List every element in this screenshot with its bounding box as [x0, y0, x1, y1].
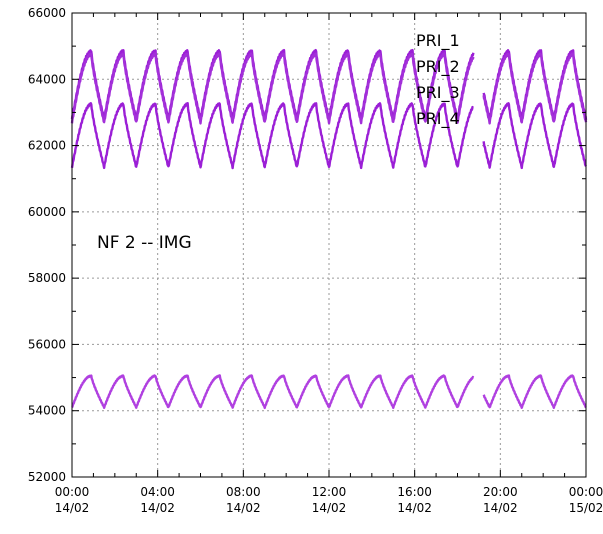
x-axis-tick-labels: 00:00 14/02 04:00 14/02 08:00 14/02 12:00 14/02… [55, 485, 603, 515]
x-tick-label-time: 08:00 [226, 485, 261, 499]
x-tick-label-date: 14/02 [55, 501, 90, 515]
x-tick-label-date: 14/02 [312, 501, 347, 515]
y-tick-label: 58000 [28, 271, 66, 285]
legend-entry-pri-4: PRI_4 [416, 109, 460, 129]
y-tick-label: 52000 [28, 470, 66, 484]
x-tick-label-date: 14/02 [483, 501, 518, 515]
y-tick-label: 62000 [28, 139, 66, 153]
axis-ticks [71, 12, 587, 478]
series-line [71, 374, 587, 410]
series-line [70, 52, 588, 125]
x-tick-label-time: 12:00 [312, 485, 347, 499]
series-pri-4 [71, 374, 587, 410]
x-tick-label-date: 15/02 [569, 501, 603, 515]
y-tick-label: 66000 [28, 6, 66, 20]
series-pri-3 [70, 102, 587, 170]
y-tick-label: 56000 [28, 337, 66, 351]
y-tick-label: 60000 [28, 205, 66, 219]
x-tick-label-time: 00:00 [55, 485, 90, 499]
y-tick-label: 64000 [28, 72, 66, 86]
x-tick-label-time: 04:00 [140, 485, 175, 499]
series-layer [70, 48, 588, 410]
legend-entry-pri-1: PRI_1 [416, 31, 460, 51]
legend: PRI_1 PRI_2 PRI_3 PRI_4 [416, 31, 460, 129]
series-line [70, 102, 587, 170]
legend-entry-pri-3: PRI_3 [416, 83, 460, 103]
y-tick-label: 54000 [28, 404, 66, 418]
legend-entry-pri-2: PRI_2 [416, 57, 460, 77]
series-pri-2 [70, 52, 588, 125]
y-axis-tick-labels: 52000 54000 56000 58000 60000 62000 64000 66000 [28, 6, 66, 484]
chart-annotation: NF 2 -- IMG [97, 233, 192, 253]
grid-lines [72, 13, 586, 477]
x-tick-label-time: 16:00 [397, 485, 432, 499]
x-tick-label-time: 20:00 [483, 485, 518, 499]
x-tick-label-time: 00:00 [569, 485, 603, 499]
x-tick-label-date: 14/02 [397, 501, 432, 515]
x-tick-label-date: 14/02 [140, 501, 175, 515]
x-tick-label-date: 14/02 [226, 501, 261, 515]
